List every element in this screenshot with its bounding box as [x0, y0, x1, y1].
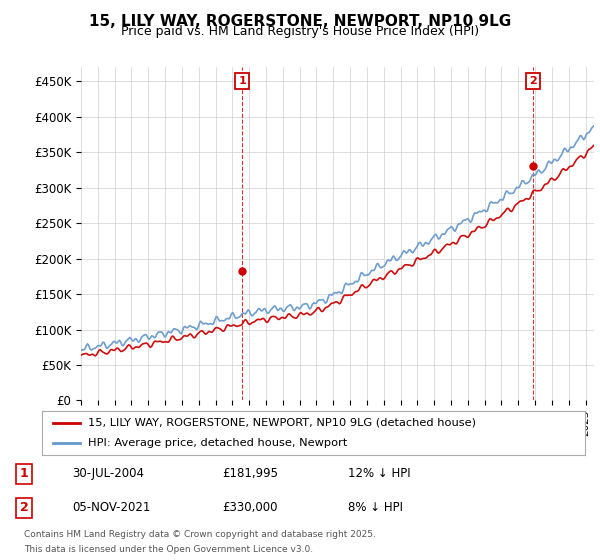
- Text: 15, LILY WAY, ROGERSTONE, NEWPORT, NP10 9LG: 15, LILY WAY, ROGERSTONE, NEWPORT, NP10 …: [89, 14, 511, 29]
- Text: This data is licensed under the Open Government Licence v3.0.: This data is licensed under the Open Gov…: [24, 545, 313, 554]
- Text: 8% ↓ HPI: 8% ↓ HPI: [348, 501, 403, 514]
- Text: 1: 1: [238, 76, 246, 86]
- Text: £330,000: £330,000: [222, 501, 277, 514]
- Text: Price paid vs. HM Land Registry's House Price Index (HPI): Price paid vs. HM Land Registry's House …: [121, 25, 479, 38]
- Text: 1: 1: [20, 468, 28, 480]
- Text: 30-JUL-2004: 30-JUL-2004: [72, 468, 144, 480]
- Text: 2: 2: [20, 501, 28, 514]
- Text: 2: 2: [529, 76, 536, 86]
- Text: 15, LILY WAY, ROGERSTONE, NEWPORT, NP10 9LG (detached house): 15, LILY WAY, ROGERSTONE, NEWPORT, NP10 …: [88, 418, 476, 428]
- Text: Contains HM Land Registry data © Crown copyright and database right 2025.: Contains HM Land Registry data © Crown c…: [24, 530, 376, 539]
- Text: £181,995: £181,995: [222, 468, 278, 480]
- Text: 05-NOV-2021: 05-NOV-2021: [72, 501, 151, 514]
- Text: 12% ↓ HPI: 12% ↓ HPI: [348, 468, 410, 480]
- Text: HPI: Average price, detached house, Newport: HPI: Average price, detached house, Newp…: [88, 438, 347, 448]
